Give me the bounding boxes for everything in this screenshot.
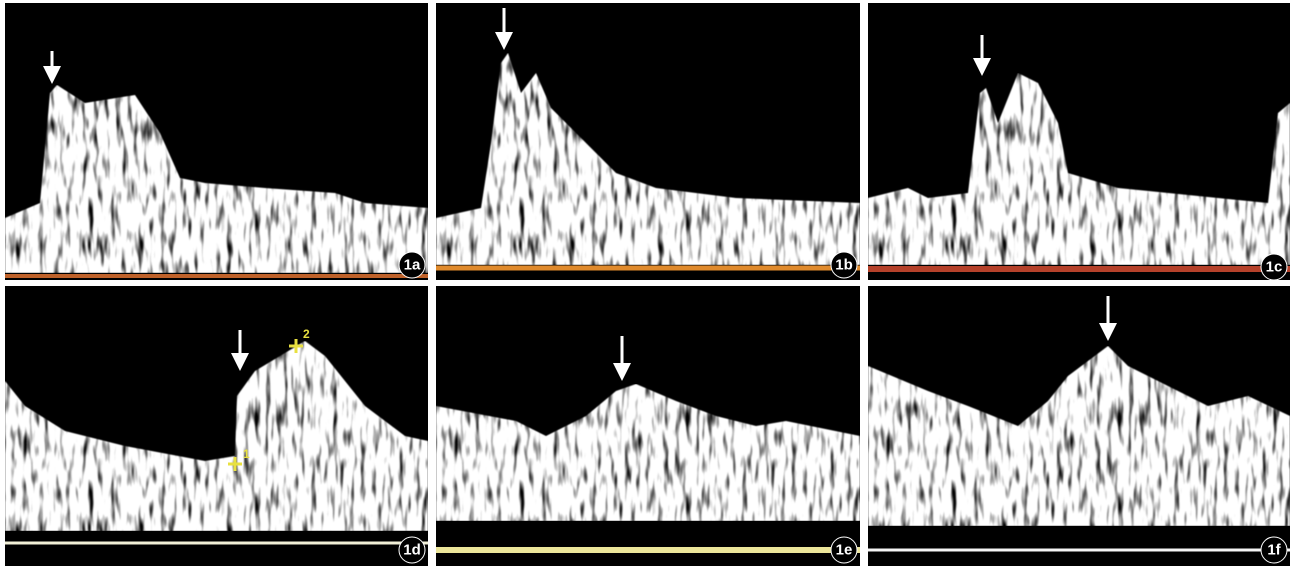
spectrum <box>868 346 1290 526</box>
spectrum <box>436 53 860 265</box>
caliper-cross <box>228 457 242 471</box>
panel-label: 1d <box>403 542 421 559</box>
label-badge <box>830 536 858 564</box>
panel: 1 2 1d <box>5 286 428 566</box>
panel: 1b <box>436 3 860 280</box>
panel: 1e <box>436 286 860 566</box>
caliper-label: 2 <box>303 327 310 341</box>
label-badge <box>830 251 858 279</box>
spectrum <box>436 384 860 521</box>
spectrum <box>868 73 1290 265</box>
panel-label: 1c <box>1266 259 1283 276</box>
label-badge <box>398 536 426 564</box>
panel-label: 1e <box>836 542 853 559</box>
panel: 1a <box>5 3 428 280</box>
panel: 1f <box>868 286 1290 566</box>
caliper-label: 1 <box>243 447 250 461</box>
panel: 1c <box>868 3 1290 280</box>
panel-label: 1a <box>404 257 421 274</box>
label-badge <box>398 251 426 279</box>
caliper-cross <box>289 339 303 353</box>
label-badge <box>1260 253 1288 280</box>
panel-label: 1f <box>1267 542 1281 559</box>
spectrum <box>5 85 428 273</box>
label-badge <box>1260 536 1288 564</box>
spectrum <box>5 341 428 531</box>
panel-label: 1b <box>835 257 853 274</box>
